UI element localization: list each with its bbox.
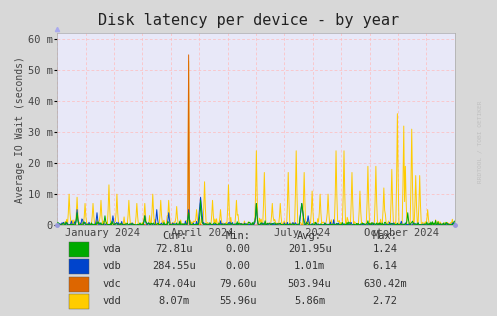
Text: 79.60u: 79.60u [219, 279, 257, 289]
Text: Avg:: Avg: [297, 231, 322, 241]
Bar [69, 295, 89, 309]
Text: 8.07m: 8.07m [159, 296, 190, 307]
Y-axis label: Average IO Wait (seconds): Average IO Wait (seconds) [15, 56, 25, 203]
Text: 1.24: 1.24 [373, 244, 398, 254]
Text: vda: vda [103, 244, 122, 254]
Text: 0.00: 0.00 [226, 261, 250, 271]
Text: 201.95u: 201.95u [288, 244, 331, 254]
Text: 1.01m: 1.01m [294, 261, 325, 271]
Text: vdb: vdb [103, 261, 122, 271]
Bar [69, 242, 89, 257]
Text: 5.86m: 5.86m [294, 296, 325, 307]
Text: Disk latency per device - by year: Disk latency per device - by year [98, 13, 399, 27]
Text: 2.72: 2.72 [373, 296, 398, 307]
Text: 72.81u: 72.81u [156, 244, 193, 254]
Text: 630.42m: 630.42m [363, 279, 407, 289]
Text: 55.96u: 55.96u [219, 296, 257, 307]
Text: 474.04u: 474.04u [153, 279, 196, 289]
Text: Min:: Min: [226, 231, 250, 241]
Text: 284.55u: 284.55u [153, 261, 196, 271]
Text: 6.14: 6.14 [373, 261, 398, 271]
Text: 503.94u: 503.94u [288, 279, 331, 289]
Text: 0.00: 0.00 [226, 244, 250, 254]
Text: vdd: vdd [103, 296, 122, 307]
Text: Max:: Max: [373, 231, 398, 241]
Text: Cur:: Cur: [162, 231, 187, 241]
Bar [69, 259, 89, 274]
Bar [69, 277, 89, 292]
Text: RRDTOOL / TOBI OETIKER: RRDTOOL / TOBI OETIKER [477, 101, 482, 184]
Text: vdc: vdc [103, 279, 122, 289]
